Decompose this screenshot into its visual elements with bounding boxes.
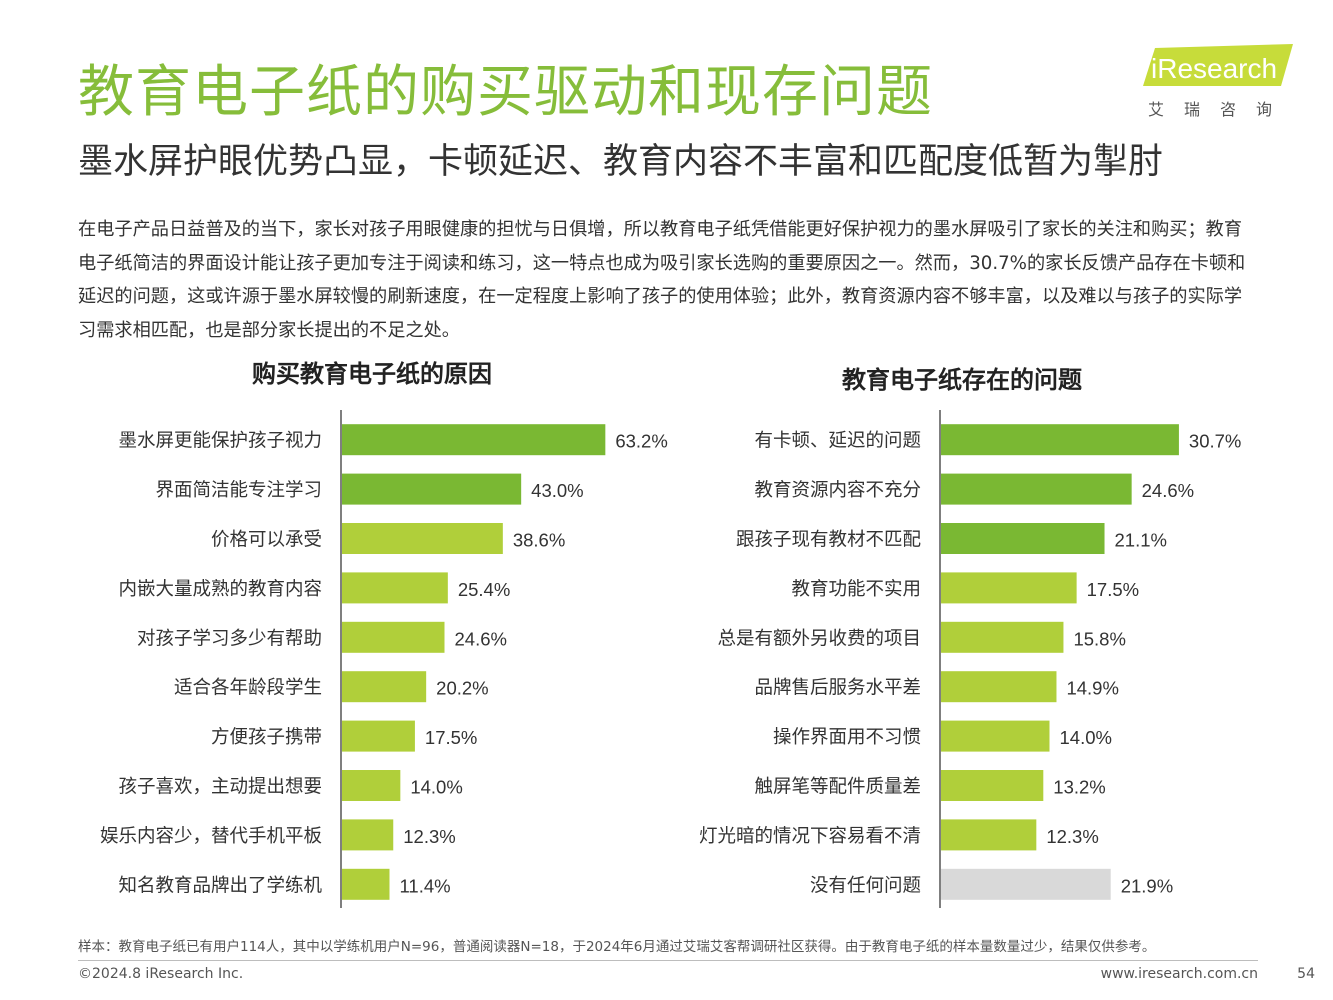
left-chart-value-label: 63.2% xyxy=(615,431,667,452)
logo-chinese: 艾瑞咨询 xyxy=(1148,100,1293,119)
right-chart-category-label: 没有任何问题 xyxy=(810,875,921,896)
left-chart-value-label: 17.5% xyxy=(425,727,477,748)
left-bar-chart: 墨水屏更能保护孩子视力 63.2% 界面简洁能专注学习 43.0% 价格可以承受 38.6… xyxy=(100,410,668,908)
left-chart-category-label: 知名教育品牌出了学练机 xyxy=(118,875,322,896)
left-chart-value-label: 43.0% xyxy=(531,480,583,501)
right-chart-value-label: 21.1% xyxy=(1115,530,1167,551)
right-chart-value-label: 15.8% xyxy=(1073,628,1125,649)
right-chart-category-label: 触屏笔等配件质量差 xyxy=(754,777,921,798)
left-chart-bar xyxy=(342,572,448,604)
left-chart-value-label: 25.4% xyxy=(458,579,510,600)
left-chart-title: 购买教育电子纸的原因 xyxy=(252,360,492,388)
right-chart-bar xyxy=(941,621,1064,653)
left-chart-category-label: 孩子喜欢，主动提出想要 xyxy=(118,777,322,798)
page-subtitle: 墨水屏护眼优势凸显，卡顿延迟、教育内容不丰富和匹配度低暂为掣肘 xyxy=(78,142,1164,182)
right-chart-value-label: 14.0% xyxy=(1060,727,1112,748)
footer-divider xyxy=(78,960,1258,961)
left-chart-bar xyxy=(342,621,445,653)
right-chart-category-label: 操作界面用不习惯 xyxy=(773,727,921,748)
copyright: ©2024.8 iResearch Inc. xyxy=(78,966,244,982)
iresearch-logo-icon: iResearch xyxy=(1143,44,1293,86)
page-number: 54 xyxy=(1297,966,1315,982)
left-chart-category-label: 方便孩子携带 xyxy=(211,727,322,748)
left-chart-value-label: 11.4% xyxy=(400,875,451,896)
left-chart-bar xyxy=(342,868,390,900)
right-chart-bar xyxy=(941,424,1179,456)
logo-brand-text: iResearch xyxy=(1151,53,1277,84)
right-chart-category-label: 有卡顿、延迟的问题 xyxy=(754,431,921,452)
left-chart-category-label: 适合各年龄段学生 xyxy=(174,678,322,699)
right-chart-value-label: 21.9% xyxy=(1121,875,1173,896)
left-chart-value-label: 38.6% xyxy=(513,530,565,551)
right-chart-bar xyxy=(941,523,1105,554)
right-chart-value-label: 30.7% xyxy=(1189,431,1241,452)
right-chart-title: 教育电子纸存在的问题 xyxy=(842,366,1082,394)
left-chart-value-label: 24.6% xyxy=(455,628,507,649)
right-chart-bar xyxy=(941,473,1132,505)
left-chart-bar xyxy=(342,523,503,554)
right-chart-category-label: 跟孩子现有教材不匹配 xyxy=(736,530,921,551)
right-chart-bar xyxy=(941,720,1050,752)
left-chart-category-label: 价格可以承受 xyxy=(211,530,322,551)
website-link[interactable]: www.iresearch.com.cn xyxy=(1100,966,1258,982)
summary-paragraph: 在电子产品日益普及的当下，家长对孩子用眼健康的担忧与日俱增，所以教育电子纸凭借能… xyxy=(78,219,1246,341)
right-chart-bar xyxy=(941,671,1057,703)
right-chart-category-label: 灯光暗的情况下容易看不清 xyxy=(699,826,921,847)
left-chart-bar xyxy=(342,671,427,703)
right-chart-value-label: 17.5% xyxy=(1087,579,1139,600)
left-chart-value-label: 20.2% xyxy=(436,678,488,699)
left-chart-bar xyxy=(342,819,394,851)
right-chart-value-label: 12.3% xyxy=(1046,826,1098,847)
left-chart-category-label: 娱乐内容少，替代手机平板 xyxy=(100,826,322,847)
left-chart-category-label: 内嵌大量成熟的教育内容 xyxy=(118,579,322,600)
right-chart-bar xyxy=(941,572,1077,604)
left-chart-category-label: 界面简洁能专注学习 xyxy=(155,480,322,501)
right-chart-value-label: 14.9% xyxy=(1066,678,1118,699)
left-chart-bar xyxy=(342,770,401,801)
right-bar-chart: 有卡顿、延迟的问题 30.7% 教育资源内容不充分 24.6% 跟孩子现有教材不匹配 21… xyxy=(699,410,1241,908)
sample-footnote: 样本：教育电子纸已有用户114人，其中以学练机用户N=96，普通阅读器N=18，… xyxy=(78,939,1156,955)
right-chart-bar xyxy=(941,868,1111,900)
right-chart-category-label: 品牌售后服务水平差 xyxy=(754,678,921,699)
right-chart-value-label: 24.6% xyxy=(1142,480,1194,501)
left-chart-bar xyxy=(342,720,415,752)
left-chart-category-label: 对孩子学习多少有帮助 xyxy=(137,628,322,649)
right-chart-category-label: 教育资源内容不充分 xyxy=(754,480,921,501)
left-chart-bar xyxy=(342,424,606,456)
left-chart-category-label: 墨水屏更能保护孩子视力 xyxy=(118,431,322,452)
left-chart-value-label: 12.3% xyxy=(403,826,455,847)
left-chart-bar xyxy=(342,473,522,505)
right-chart-category-label: 总是有额外另收费的项目 xyxy=(717,628,921,649)
right-chart-bar xyxy=(941,819,1037,851)
page-title: 教育电子纸的购买驱动和现存问题 xyxy=(78,60,933,125)
right-chart-value-label: 13.2% xyxy=(1053,777,1105,798)
right-chart-bar xyxy=(941,770,1044,801)
right-chart-category-label: 教育功能不实用 xyxy=(791,579,921,600)
iresearch-logo: iResearch xyxy=(1143,42,1303,122)
left-chart-value-label: 14.0% xyxy=(410,777,462,798)
